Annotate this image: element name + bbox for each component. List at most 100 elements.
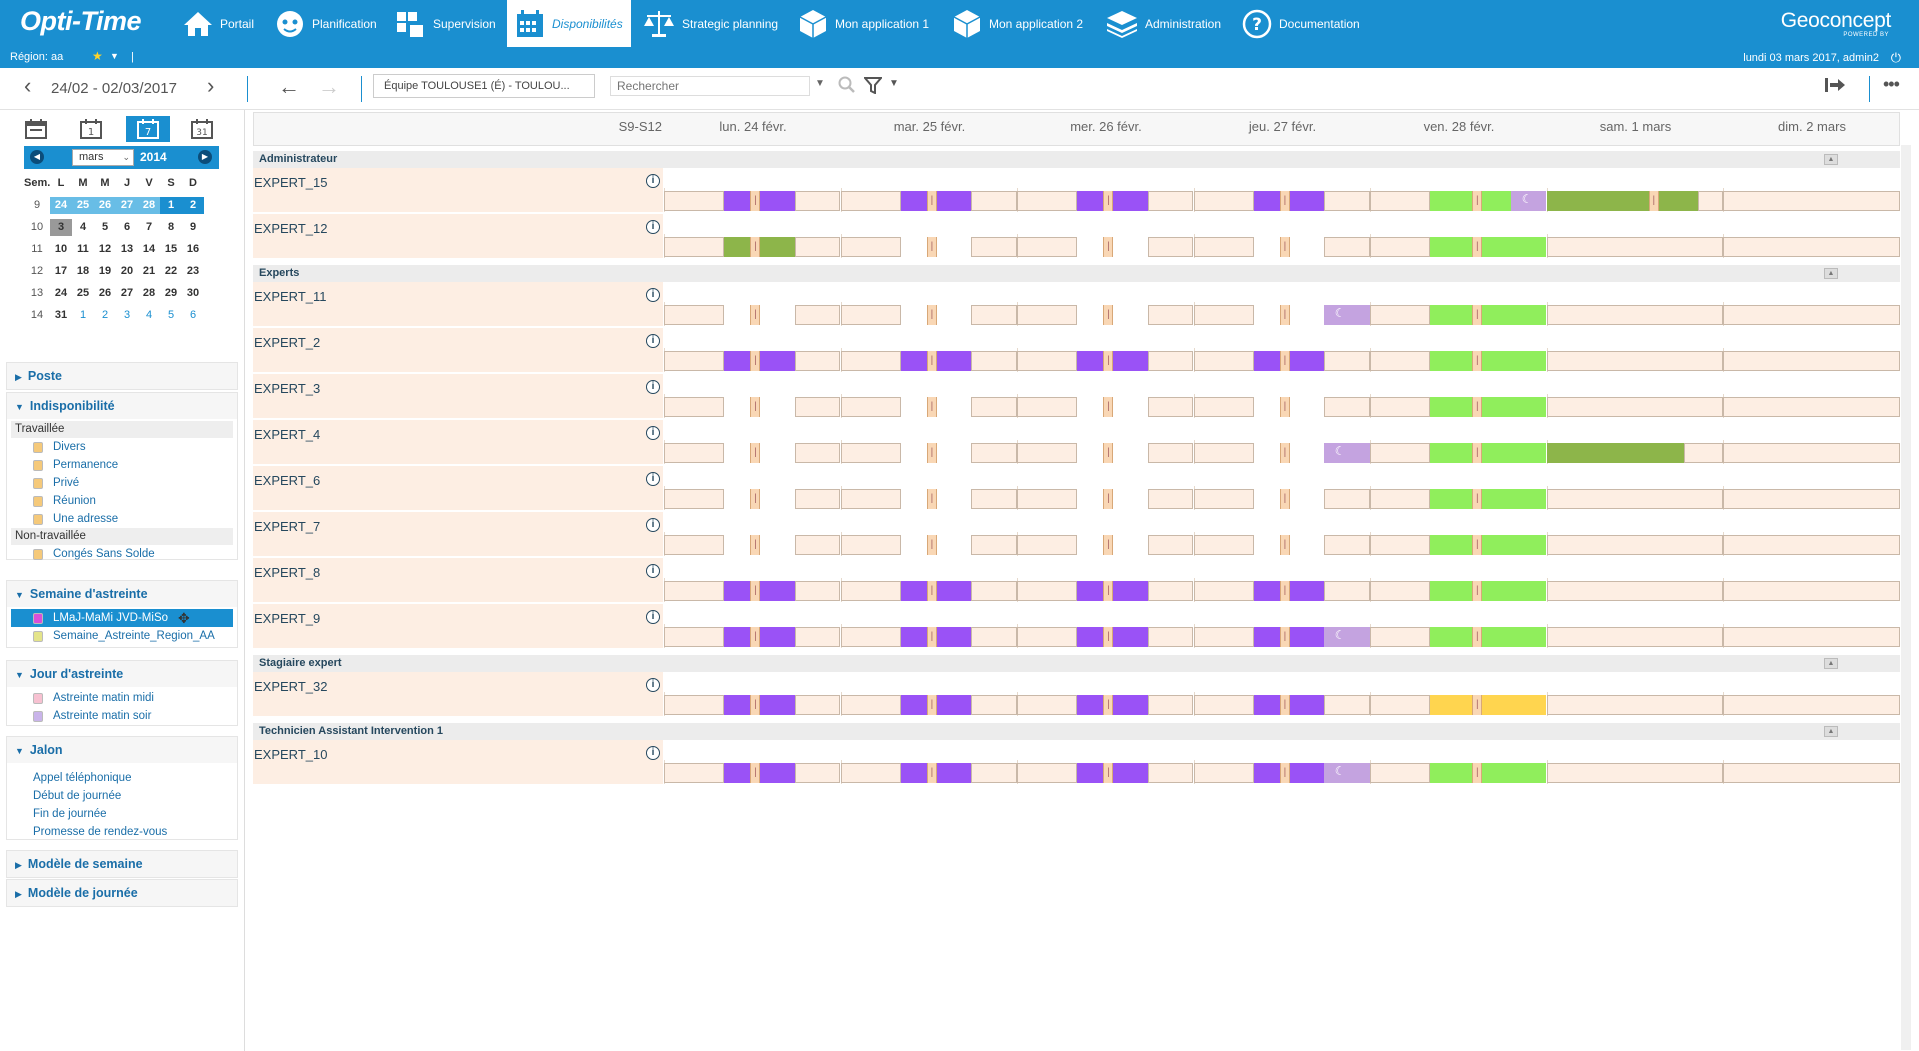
prev-period-icon[interactable]: ‹ (24, 73, 32, 98)
calendar-day[interactable]: 4 (145, 309, 153, 321)
section-header[interactable]: ▼ Jour d'astreinte (7, 661, 237, 687)
calendar-day[interactable]: 23 (186, 265, 200, 277)
section-modele-semaine[interactable]: ▶ Modèle de semaine (6, 850, 238, 878)
calendar-day[interactable]: 27 (116, 197, 138, 214)
availability-bar[interactable]: | | | | | (664, 486, 1900, 510)
availability-bar[interactable]: | | | | | (664, 578, 1900, 602)
calendar-day[interactable]: 5 (167, 309, 175, 321)
search-icon[interactable] (838, 76, 856, 97)
nav-mon-application-1[interactable]: Mon application 1 (790, 0, 937, 47)
list-item[interactable]: Congés Sans Solde (7, 545, 237, 563)
nav-documentation[interactable]: ? Documentation (1234, 0, 1368, 47)
prev-month-icon[interactable]: ◀ (30, 150, 44, 164)
calendar-day[interactable]: 6 (189, 309, 197, 321)
availability-bar[interactable]: ||||☾☾| (664, 760, 1900, 784)
list-item[interactable]: Privé (7, 474, 237, 492)
section-header[interactable]: ▼ Jalon (7, 737, 237, 763)
week-number[interactable]: 12 (30, 265, 44, 277)
calendar-day[interactable]: 2 (101, 309, 109, 321)
calendar-day[interactable]: 27 (120, 287, 134, 299)
section-poste[interactable]: ▶ Poste (6, 362, 238, 390)
view-month-icon[interactable]: 31 (180, 116, 224, 142)
nav-mon-application-2[interactable]: Mon application 2 (944, 0, 1091, 47)
section-header[interactable]: ▼ Indisponibilité (7, 393, 237, 419)
section-header[interactable]: ▶ Modèle de semaine (7, 851, 237, 877)
search-dropdown-icon[interactable]: ▼ (815, 78, 825, 89)
week-number[interactable]: 9 (33, 199, 41, 211)
section-header[interactable]: ▶ Modèle de journée (7, 880, 237, 906)
availability-bar[interactable]: | | | | | (664, 692, 1900, 716)
availability-bar[interactable]: | | | | | (664, 532, 1900, 556)
calendar-day[interactable]: 24 (50, 197, 72, 214)
info-icon[interactable]: i (646, 472, 660, 486)
list-item[interactable]: Astreinte matin midi (7, 689, 237, 707)
info-icon[interactable]: i (646, 518, 660, 532)
section-header[interactable]: ▼ Semaine d'astreinte (7, 581, 237, 607)
calendar-day[interactable]: 7 (145, 221, 153, 233)
calendar-day[interactable]: 19 (98, 265, 112, 277)
info-icon[interactable]: i (646, 746, 660, 760)
list-item[interactable]: Divers (7, 438, 237, 456)
calendar-day[interactable]: 16 (186, 243, 200, 255)
list-item[interactable]: Appel téléphonique (33, 772, 132, 784)
calendar-day[interactable]: 29 (164, 287, 178, 299)
team-selector[interactable]: Équipe TOULOUSE1 (É) - TOULOU... (373, 74, 595, 98)
back-arrow-icon[interactable]: ← (278, 74, 300, 99)
calendar-day[interactable]: 31 (54, 309, 68, 321)
info-icon[interactable]: i (646, 220, 660, 234)
view-1-day-icon[interactable]: 1 (69, 116, 113, 142)
calendar-day[interactable]: 9 (189, 221, 197, 233)
info-icon[interactable]: i (646, 426, 660, 440)
view-week-icon[interactable]: 7 (126, 116, 170, 142)
filter-dropdown-icon[interactable]: ▼ (889, 78, 899, 89)
info-icon[interactable]: i (646, 174, 660, 188)
logout-icon[interactable]: ⏻ (1890, 50, 1901, 65)
week-number[interactable]: 10 (30, 221, 44, 233)
calendar-day[interactable]: 1 (79, 309, 87, 321)
calendar-day[interactable]: 11 (77, 243, 89, 255)
calendar-day[interactable]: 22 (164, 265, 178, 277)
calendar-day[interactable]: 28 (142, 287, 156, 299)
calendar-day[interactable]: 13 (120, 243, 134, 255)
vertical-scrollbar[interactable] (1901, 145, 1911, 1050)
section-modele-journee[interactable]: ▶ Modèle de journée (6, 879, 238, 907)
availability-bar[interactable]: | | | | | (664, 348, 1900, 372)
info-icon[interactable]: i (646, 564, 660, 578)
calendar-day[interactable]: 20 (120, 265, 134, 277)
nav-planification[interactable]: Planification (267, 0, 385, 47)
next-month-icon[interactable]: ▶ (198, 150, 212, 164)
calendar-day[interactable]: 14 (142, 243, 156, 255)
nav-portail[interactable]: Portail (175, 0, 262, 47)
view-day-icon[interactable] (14, 116, 58, 142)
calendar-day[interactable]: 26 (98, 287, 112, 299)
calendar-day[interactable]: 17 (54, 265, 68, 277)
availability-bar[interactable]: | | | | | (664, 234, 1900, 258)
availability-bar[interactable]: ||||☾☾| (664, 302, 1900, 326)
info-icon[interactable]: i (646, 334, 660, 348)
info-icon[interactable]: i (646, 380, 660, 394)
collapse-icon[interactable]: ▲ (1824, 154, 1838, 165)
nav-disponibilites[interactable]: Disponibilités (507, 0, 631, 47)
week-number[interactable]: 13 (30, 287, 44, 299)
availability-bar[interactable]: ||||☾☾| (664, 624, 1900, 648)
section-header[interactable]: ▶ Poste (7, 363, 237, 389)
availability-bar[interactable]: | | | | | ☾ | (664, 188, 1900, 212)
calendar-day[interactable]: 8 (167, 221, 175, 233)
nav-strategic-planning[interactable]: Strategic planning (635, 0, 786, 47)
week-number[interactable]: 11 (31, 243, 43, 255)
calendar-day[interactable]: 5 (101, 221, 109, 233)
list-item[interactable]: Une adresse (7, 510, 237, 528)
list-item[interactable]: LMaJ-MaMi JVD-MiSo ✥ (11, 609, 233, 627)
calendar-day[interactable]: 10 (54, 243, 68, 255)
calendar-day[interactable]: 21 (142, 265, 156, 277)
list-item[interactable]: Réunion (7, 492, 237, 510)
export-icon[interactable] (1824, 76, 1846, 97)
info-icon[interactable]: i (646, 610, 660, 624)
collapse-icon[interactable]: ▲ (1824, 658, 1838, 669)
more-options-icon[interactable]: ••• (1883, 74, 1900, 94)
nav-administration[interactable]: Administration (1098, 0, 1229, 47)
calendar-day[interactable]: 2 (182, 197, 204, 214)
calendar-day[interactable]: 25 (72, 197, 94, 214)
list-item[interactable]: Fin de journée (33, 808, 107, 820)
collapse-icon[interactable]: ▲ (1824, 726, 1838, 737)
